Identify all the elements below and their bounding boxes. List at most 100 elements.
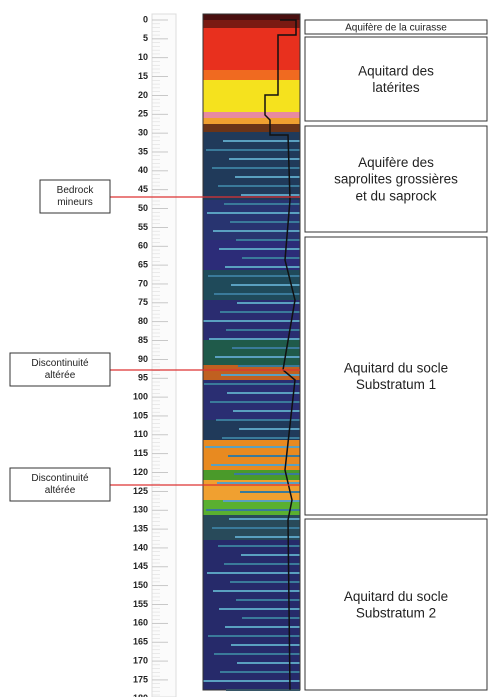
stratum: [203, 80, 300, 112]
depth-label: 95: [138, 373, 148, 383]
stripe: [203, 680, 300, 682]
zone-label: Substratum 1: [356, 377, 436, 392]
depth-label: 130: [133, 505, 148, 515]
stripe: [208, 635, 300, 637]
stripe: [220, 311, 300, 313]
stripe: [234, 473, 300, 475]
stripe: [217, 482, 300, 484]
stratum: [203, 14, 300, 20]
stripe: [219, 248, 300, 250]
stripe: [214, 653, 300, 655]
stripe: [216, 419, 300, 421]
stripe: [231, 284, 300, 286]
stripe: [218, 545, 300, 547]
stripe: [235, 536, 300, 538]
zone-box: [304, 518, 488, 691]
depth-label: 180: [133, 693, 148, 697]
stripe: [210, 401, 300, 403]
stratum: [203, 118, 300, 124]
stripe: [220, 671, 300, 673]
stripe: [241, 554, 300, 556]
stripe: [237, 662, 300, 664]
stripe: [213, 230, 300, 232]
callout-box: [9, 352, 111, 387]
stripe: [219, 608, 300, 610]
stripe: [233, 410, 300, 412]
stripe: [205, 446, 300, 448]
depth-label: 110: [133, 429, 148, 439]
depth-label: 150: [133, 580, 148, 590]
stripe: [209, 338, 300, 340]
depth-label: 80: [138, 316, 148, 326]
stripe: [207, 212, 300, 214]
stripe: [235, 176, 300, 178]
depth-label: 100: [133, 391, 148, 401]
callout-label: Discontinuité: [31, 358, 89, 369]
stratum: [203, 365, 300, 380]
depth-label: 175: [133, 674, 148, 684]
stripe: [215, 356, 300, 358]
depth-label: 55: [138, 222, 148, 232]
stripe: [204, 383, 300, 385]
stripe: [240, 491, 300, 493]
stratum: [203, 70, 300, 80]
stripe: [227, 392, 300, 394]
depth-label: 85: [138, 335, 148, 345]
stripe: [230, 221, 300, 223]
stripe: [229, 158, 300, 160]
stripe: [223, 500, 300, 502]
depth-label: 115: [133, 448, 148, 458]
stratum: [203, 500, 300, 515]
callout-label: mineurs: [57, 197, 93, 208]
stripe: [226, 329, 300, 331]
depth-label: 45: [138, 184, 148, 194]
stripe: [206, 149, 300, 151]
stratum: [203, 380, 300, 420]
depth-label: 135: [133, 523, 148, 533]
zone-label: Aquitard du socle: [344, 589, 448, 604]
stripe: [221, 374, 300, 376]
stripe: [242, 617, 300, 619]
depth-label: 165: [133, 637, 148, 647]
zone-label: Aquitard du socle: [344, 360, 448, 375]
depth-label: 145: [133, 561, 148, 571]
stratum: [203, 200, 300, 240]
stripe: [238, 365, 300, 367]
callout-label: altérée: [45, 485, 76, 496]
depth-label: 140: [133, 542, 148, 552]
callout-box: [9, 467, 111, 502]
column-frame: [202, 13, 301, 691]
stripe: [231, 644, 300, 646]
stratum: [203, 124, 300, 132]
callout-label: Bedrock: [57, 185, 95, 196]
zone-box: [304, 236, 488, 516]
zone-label: Aquifère de la cuirasse: [345, 23, 447, 34]
depth-label: 120: [133, 467, 148, 477]
depth-label: 20: [138, 90, 148, 100]
zone-label: saprolites grossières: [334, 172, 458, 187]
callout-label: altérée: [45, 370, 76, 381]
stripe: [214, 293, 300, 295]
depth-label: 40: [138, 165, 148, 175]
stratum: [203, 132, 300, 200]
stripe: [206, 509, 300, 511]
stripe: [222, 437, 300, 439]
depth-label: 155: [133, 599, 148, 609]
stripe: [213, 590, 300, 592]
stripe: [236, 239, 300, 241]
stratum: [203, 20, 300, 28]
stripe: [228, 455, 300, 457]
stripe: [225, 626, 300, 628]
strata-column: [203, 14, 300, 691]
depth-label: 170: [133, 655, 148, 665]
stripe: [212, 167, 300, 169]
stratum: [203, 112, 300, 118]
stripe: [203, 320, 300, 322]
depth-label: 60: [138, 241, 148, 251]
depth-label: 70: [138, 278, 148, 288]
stripe: [225, 266, 300, 268]
stripe: [242, 257, 300, 259]
depth-label: 75: [138, 297, 148, 307]
stratum: [203, 240, 300, 270]
